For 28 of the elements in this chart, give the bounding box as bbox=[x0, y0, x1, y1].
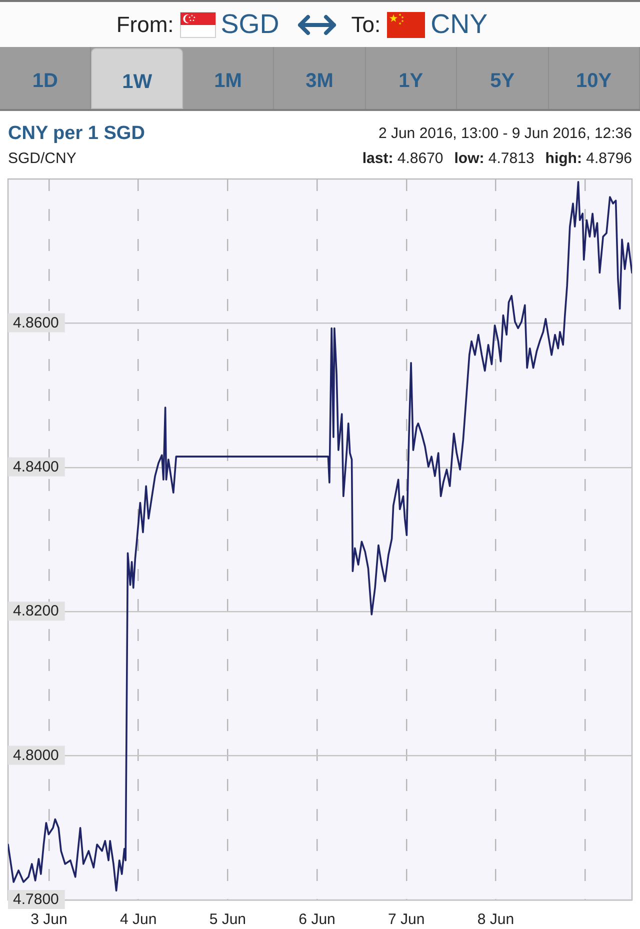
chart-title: CNY per 1 SGD bbox=[8, 123, 145, 145]
y-tick-label: 4.8400 bbox=[13, 458, 59, 476]
x-tick-label: 7 Jun bbox=[388, 911, 425, 928]
x-tick-label: 5 Jun bbox=[209, 911, 246, 928]
y-tick-label: 4.8200 bbox=[13, 602, 59, 620]
text: last: 4.8670 bbox=[362, 150, 444, 167]
text: high: 4.8796 bbox=[545, 150, 632, 167]
text: 1D bbox=[0, 47, 92, 109]
x-tick-label: 8 Jun bbox=[477, 911, 514, 928]
text: 1Y bbox=[366, 47, 458, 109]
chart-subtitle: SGD/CNY bbox=[8, 150, 76, 167]
x-tick-label: 6 Jun bbox=[298, 911, 336, 928]
text: 3M bbox=[274, 47, 366, 109]
y-tick-label: 4.8600 bbox=[13, 314, 59, 332]
text: 2 Jun 2016, 13:00 - 9 Jun 2016, 12:36 bbox=[378, 125, 632, 142]
text: 10Y bbox=[548, 47, 640, 109]
text: To: bbox=[351, 12, 381, 38]
text: SGD bbox=[220, 9, 280, 40]
text: From: bbox=[116, 12, 174, 38]
y-tick-label: 4.8000 bbox=[13, 746, 59, 764]
text: CNY bbox=[430, 9, 488, 40]
text: low: 4.7813 bbox=[454, 150, 534, 167]
text: 5Y bbox=[457, 47, 549, 109]
x-tick-label: 3 Jun bbox=[30, 911, 68, 928]
y-tick-label: 4.7800 bbox=[13, 891, 59, 908]
text: 1W bbox=[91, 48, 183, 109]
x-tick-label: 4 Jun bbox=[120, 911, 157, 928]
text: 1M bbox=[182, 47, 274, 109]
